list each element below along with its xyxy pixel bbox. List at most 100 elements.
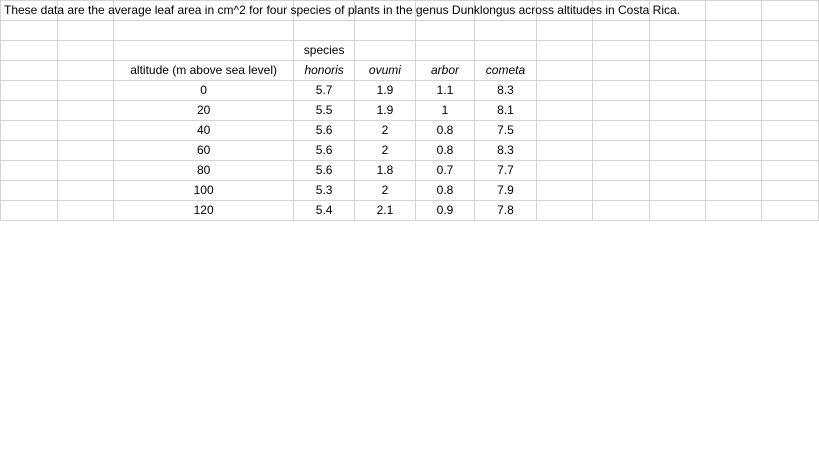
cell[interactable] [0, 80, 58, 101]
cell[interactable] [704, 80, 763, 101]
cell[interactable] [592, 180, 650, 201]
cell[interactable] [0, 120, 58, 141]
altitude-cell[interactable]: 120 [113, 200, 294, 221]
cell[interactable] [704, 60, 763, 81]
cell[interactable] [0, 60, 58, 81]
cell[interactable] [648, 120, 706, 141]
value-cell[interactable]: 2 [354, 120, 416, 141]
cell[interactable] [648, 160, 706, 181]
species-header-honoris[interactable]: honoris [292, 60, 356, 81]
cell[interactable] [648, 100, 706, 121]
cell[interactable] [535, 100, 594, 121]
cell[interactable] [535, 20, 594, 41]
value-cell[interactable]: 2 [354, 140, 416, 161]
value-cell[interactable]: 5.4 [292, 200, 356, 221]
value-cell[interactable]: 8.3 [474, 80, 537, 101]
value-cell[interactable]: 5.6 [292, 160, 356, 181]
altitude-cell[interactable]: 100 [113, 180, 294, 201]
cell[interactable] [648, 80, 706, 101]
cell[interactable] [0, 40, 58, 61]
altitude-cell[interactable]: 0 [113, 80, 294, 101]
cell[interactable] [113, 40, 294, 61]
cell[interactable] [56, 200, 115, 221]
cell[interactable] [113, 20, 294, 41]
cell[interactable] [56, 80, 115, 101]
value-cell[interactable]: 7.5 [474, 120, 537, 141]
cell[interactable] [761, 80, 819, 101]
cell[interactable] [592, 120, 650, 141]
cell[interactable] [592, 40, 650, 61]
cell[interactable] [56, 100, 115, 121]
value-cell[interactable]: 0.8 [414, 120, 476, 141]
value-cell[interactable]: 0.8 [414, 140, 476, 161]
cell[interactable] [0, 200, 58, 221]
cell[interactable] [648, 180, 706, 201]
cell[interactable] [354, 40, 416, 61]
cell[interactable] [592, 160, 650, 181]
altitude-cell[interactable]: 40 [113, 120, 294, 141]
cell[interactable] [761, 20, 819, 41]
value-cell[interactable]: 1.9 [354, 80, 416, 101]
cell[interactable] [704, 0, 763, 21]
value-cell[interactable]: 1.1 [414, 80, 476, 101]
cell[interactable] [592, 200, 650, 221]
cell[interactable] [704, 20, 763, 41]
cell[interactable] [592, 60, 650, 81]
cell[interactable] [592, 140, 650, 161]
cell[interactable] [704, 40, 763, 61]
value-cell[interactable]: 0.9 [414, 200, 476, 221]
value-cell[interactable]: 2.1 [354, 200, 416, 221]
value-cell[interactable]: 5.7 [292, 80, 356, 101]
cell[interactable] [414, 40, 476, 61]
cell[interactable] [56, 60, 115, 81]
cell[interactable] [704, 160, 763, 181]
cell[interactable] [761, 0, 819, 21]
cell[interactable] [704, 100, 763, 121]
cell[interactable] [0, 20, 58, 41]
cell[interactable] [292, 20, 356, 41]
cell[interactable] [0, 140, 58, 161]
cell[interactable] [761, 140, 819, 161]
cell[interactable] [474, 40, 537, 61]
cell[interactable] [0, 180, 58, 201]
cell[interactable] [761, 180, 819, 201]
value-cell[interactable]: 5.5 [292, 100, 356, 121]
cell[interactable] [704, 180, 763, 201]
cell[interactable] [592, 100, 650, 121]
species-group-header[interactable]: species [292, 40, 356, 61]
cell[interactable] [592, 20, 650, 41]
altitude-cell[interactable]: 80 [113, 160, 294, 181]
cell[interactable] [648, 60, 706, 81]
cell[interactable] [535, 40, 594, 61]
title-cell[interactable]: These data are the average leaf area in … [0, 0, 680, 21]
cell[interactable] [761, 200, 819, 221]
value-cell[interactable]: 5.3 [292, 180, 356, 201]
value-cell[interactable]: 8.1 [474, 100, 537, 121]
species-header-cometa[interactable]: cometa [474, 60, 537, 81]
cell[interactable] [56, 180, 115, 201]
value-cell[interactable]: 0.7 [414, 160, 476, 181]
cell[interactable] [0, 100, 58, 121]
altitude-cell[interactable]: 60 [113, 140, 294, 161]
cell[interactable] [0, 160, 58, 181]
species-header-arbor[interactable]: arbor [414, 60, 476, 81]
cell[interactable] [704, 120, 763, 141]
value-cell[interactable]: 5.6 [292, 140, 356, 161]
altitude-header[interactable]: altitude (m above sea level) [113, 60, 294, 81]
cell[interactable] [535, 200, 594, 221]
cell[interactable] [56, 140, 115, 161]
cell[interactable] [648, 140, 706, 161]
cell[interactable] [535, 60, 594, 81]
species-header-ovumi[interactable]: ovumi [354, 60, 416, 81]
value-cell[interactable]: 7.7 [474, 160, 537, 181]
cell[interactable] [56, 120, 115, 141]
cell[interactable] [704, 200, 763, 221]
cell[interactable] [535, 160, 594, 181]
value-cell[interactable]: 7.9 [474, 180, 537, 201]
cell[interactable] [648, 200, 706, 221]
cell[interactable] [535, 80, 594, 101]
cell[interactable] [535, 140, 594, 161]
value-cell[interactable]: 0.8 [414, 180, 476, 201]
cell[interactable] [648, 40, 706, 61]
cell[interactable] [761, 100, 819, 121]
